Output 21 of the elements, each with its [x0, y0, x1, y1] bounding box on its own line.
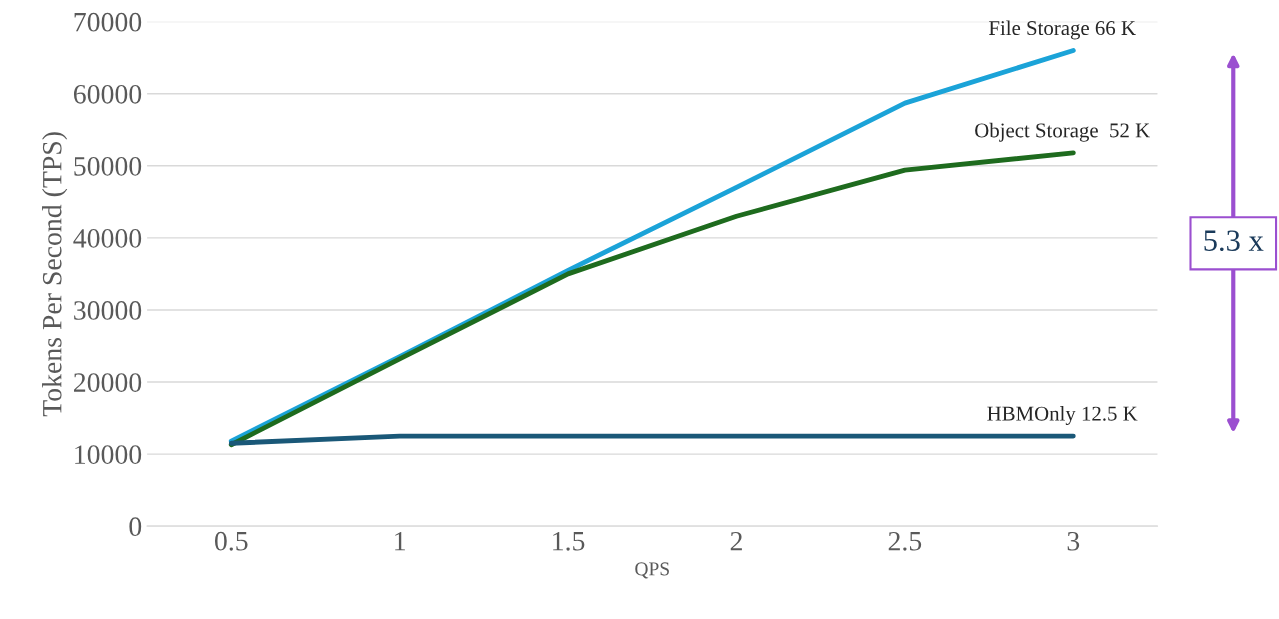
y-tick-label: 70000	[74, 12, 142, 32]
y-tick-label: 50000	[74, 156, 142, 176]
x-tick-label: 0.5	[214, 531, 248, 551]
series-label: Object Storage 52 K	[975, 122, 1150, 142]
x-tick-label: 2	[730, 531, 742, 551]
series-label: File Storage 66 K	[989, 20, 1136, 40]
y-tick-label: 20000	[74, 373, 142, 392]
y-tick-label: 40000	[73, 229, 142, 248]
x-tick-label: 1.5	[553, 531, 585, 551]
y-tick-label: 30000	[74, 301, 142, 320]
x-tick-label: 3	[1067, 531, 1080, 551]
x-tick-label: 2.5	[888, 531, 922, 551]
text: 5.3 x	[1204, 230, 1264, 252]
series-label: HBMOnly 12.5 K	[987, 406, 1138, 425]
y-axis-title: Tokens Per Second (TPS)	[42, 132, 68, 417]
y-tick-label: 60000	[73, 84, 142, 104]
line-series	[228, 150, 1076, 448]
x-tick-label: 1	[395, 531, 405, 551]
y-tick-label: 10000	[75, 445, 142, 464]
x-axis-title: QPS	[635, 562, 669, 579]
y-tick-label: 0	[129, 517, 142, 537]
